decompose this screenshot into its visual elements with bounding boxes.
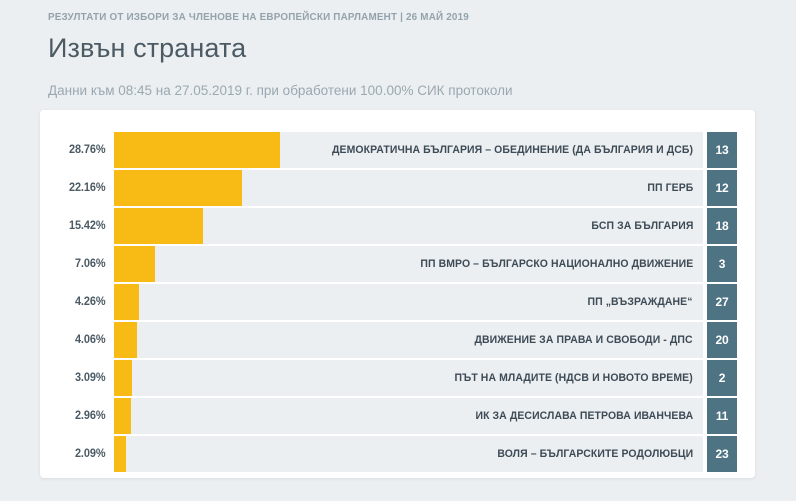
result-row[interactable]: 22.16% ПП ГЕРБ 12 [58, 170, 737, 206]
party-name: ДВИЖЕНИЕ ЗА ПРАВА И СВОБОДИ - ДПС [474, 334, 693, 346]
ballot-number-badge: 23 [707, 436, 737, 472]
result-row[interactable]: 2.09% ВОЛЯ – БЪЛГАРСКИТЕ РОДОЛЮБЦИ 23 [58, 436, 737, 472]
result-bar-track: ВОЛЯ – БЪЛГАРСКИТЕ РОДОЛЮБЦИ [114, 436, 703, 472]
ballot-number-badge: 11 [707, 398, 737, 434]
result-bar [114, 360, 132, 396]
result-bar-track: БСП ЗА БЪЛГАРИЯ [114, 208, 703, 244]
party-name: БСП ЗА БЪЛГАРИЯ [590, 220, 693, 232]
party-name: ПЪТ НА МЛАДИТЕ (НДСВ И НОВОТО ВРЕМЕ) [454, 372, 693, 384]
result-bar [114, 246, 155, 282]
result-bar-track: ПЪТ НА МЛАДИТЕ (НДСВ И НОВОТО ВРЕМЕ) [114, 360, 703, 396]
result-bar-track: ДВИЖЕНИЕ ЗА ПРАВА И СВОБОДИ - ДПС [114, 322, 703, 358]
results-list: 28.76% ДЕМОКРАТИЧНА БЪЛГАРИЯ – ОБЕДИНЕНИЕ… [58, 132, 737, 472]
page-subtitle: Данни към 08:45 на 27.05.2019 г. при обр… [48, 83, 513, 99]
result-bar-track: ПП ГЕРБ [114, 170, 703, 206]
party-name: ВОЛЯ – БЪЛГАРСКИТЕ РОДОЛЮБЦИ [497, 448, 693, 460]
result-row[interactable]: 7.06% ПП ВМРО – БЪЛГАРСКО НАЦИОНАЛНО ДВИЖ… [58, 246, 737, 282]
result-bar [114, 170, 243, 206]
result-row[interactable]: 3.09% ПЪТ НА МЛАДИТЕ (НДСВ И НОВОТО ВРЕМЕ… [58, 360, 737, 396]
results-card: 28.76% ДЕМОКРАТИЧНА БЪЛГАРИЯ – ОБЕДИНЕНИЕ… [40, 110, 755, 478]
result-bar [114, 208, 204, 244]
result-percent: 22.16% [68, 182, 106, 194]
result-percent: 2.96% [74, 410, 106, 422]
result-row[interactable]: 4.06% ДВИЖЕНИЕ ЗА ПРАВА И СВОБОДИ - ДПС 20 [58, 322, 737, 358]
party-name: ИК ЗА ДЕСИСЛАВА ПЕТРОВА ИВАНЧЕВА [475, 410, 693, 422]
result-row[interactable]: 15.42% БСП ЗА БЪЛГАРИЯ 18 [58, 208, 737, 244]
party-name: ПП „ВЪЗРАЖДАНЕ“ [587, 296, 693, 308]
ballot-number-badge: 20 [707, 322, 737, 358]
party-name: ДЕМОКРАТИЧНА БЪЛГАРИЯ – ОБЕДИНЕНИЕ (ДА Б… [331, 144, 693, 156]
result-bar [114, 322, 138, 358]
result-percent: 4.06% [74, 334, 106, 346]
result-percent: 15.42% [68, 220, 106, 232]
party-name: ПП ГЕРБ [647, 182, 693, 194]
result-bar-track: ИК ЗА ДЕСИСЛАВА ПЕТРОВА ИВАНЧЕВА [114, 398, 703, 434]
result-percent: 4.26% [74, 296, 106, 308]
ballot-number-badge: 3 [707, 246, 737, 282]
result-bar-track: ПП ВМРО – БЪЛГАРСКО НАЦИОНАЛНО ДВИЖЕНИЕ [114, 246, 703, 282]
result-percent: 2.09% [74, 448, 106, 460]
ballot-number-badge: 2 [707, 360, 737, 396]
result-bar [114, 436, 127, 472]
election-eyebrow-label: РЕЗУЛТАТИ ОТ ИЗБОРИ ЗА ЧЛЕНОВЕ НА ЕВРОПЕ… [48, 11, 469, 23]
result-row[interactable]: 2.96% ИК ЗА ДЕСИСЛАВА ПЕТРОВА ИВАНЧЕВА 11 [58, 398, 737, 434]
ballot-number-badge: 12 [707, 170, 737, 206]
result-bar [114, 398, 132, 434]
result-row[interactable]: 4.26% ПП „ВЪЗРАЖДАНЕ“ 27 [58, 284, 737, 320]
page-title: Извън страната [48, 33, 247, 63]
ballot-number-badge: 27 [707, 284, 737, 320]
result-percent: 3.09% [74, 372, 106, 384]
result-bar [114, 132, 281, 168]
page-header: РЕЗУЛТАТИ ОТ ИЗБОРИ ЗА ЧЛЕНОВЕ НА ЕВРОПЕ… [0, 0, 796, 100]
result-bar [114, 284, 139, 320]
party-name: ПП ВМРО – БЪЛГАРСКО НАЦИОНАЛНО ДВИЖЕНИЕ [420, 258, 693, 270]
ballot-number-badge: 13 [707, 132, 737, 168]
result-row[interactable]: 28.76% ДЕМОКРАТИЧНА БЪЛГАРИЯ – ОБЕДИНЕНИЕ… [58, 132, 737, 168]
result-percent: 7.06% [74, 258, 106, 270]
result-percent: 28.76% [68, 144, 106, 156]
ballot-number-badge: 18 [707, 208, 737, 244]
result-bar-track: ПП „ВЪЗРАЖДАНЕ“ [114, 284, 703, 320]
result-bar-track: ДЕМОКРАТИЧНА БЪЛГАРИЯ – ОБЕДИНЕНИЕ (ДА Б… [114, 132, 703, 168]
